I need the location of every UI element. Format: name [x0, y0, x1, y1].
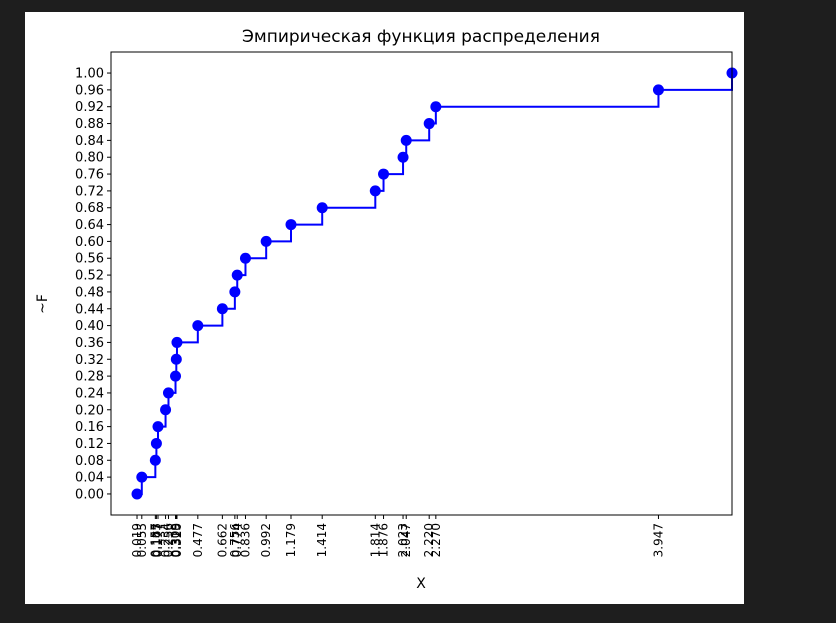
y-axis-ticks: 0.000.04 0.08 0.12 0.16 0.20 0.240.28 0.32 0.36…: [75, 67, 111, 502]
data-point: [216, 303, 228, 315]
chart-title: Эмпирическая функция распределения: [242, 27, 600, 47]
y-tick-label: 0.68: [75, 201, 104, 216]
data-point: [192, 320, 204, 332]
y-tick-label: 0.96: [75, 83, 104, 98]
y-tick-label: 0.52: [75, 269, 104, 284]
x-tick-label: 0.165: [149, 523, 163, 557]
x-tick-label: 0.756: [228, 523, 242, 557]
y-tick-label: 0.44: [75, 302, 104, 317]
data-point: [423, 118, 435, 130]
x-tick-label: 0.992: [259, 523, 273, 557]
figure: Эмпирическая функция распределения X ~F …: [25, 12, 744, 604]
x-tick-label: 1.876: [377, 523, 391, 557]
x-tick-label: 0.055: [135, 523, 149, 557]
data-point: [316, 202, 328, 214]
y-tick-label: 0.84: [75, 134, 104, 149]
data-point: [131, 488, 143, 500]
y-tick-label: 0.20: [75, 403, 104, 418]
data-point: [162, 387, 174, 399]
y-tick-label: 0.48: [75, 285, 104, 300]
y-tick-label: 0.76: [75, 168, 104, 183]
x-tick-label: 0.157: [148, 523, 162, 557]
y-tick-label: 0.00: [75, 487, 104, 502]
y-tick-label: 0.64: [75, 218, 104, 233]
plot-frame: [110, 51, 733, 516]
data-point: [652, 84, 664, 96]
data-point: [231, 269, 243, 281]
x-tick-label: 3.947: [651, 523, 665, 557]
x-tick-label: 2.270: [429, 523, 443, 557]
x-tick-label: 0.256: [161, 523, 175, 557]
chart-marks: [131, 67, 738, 500]
data-point: [149, 454, 161, 466]
y-tick-label: 0.92: [75, 100, 104, 115]
data-point: [150, 437, 162, 449]
x-tick-label: 2.047: [399, 523, 413, 557]
data-point: [285, 219, 297, 231]
y-tick-label: 0.40: [75, 319, 104, 334]
x-tick-label: 1.414: [315, 523, 329, 557]
data-point: [171, 336, 183, 348]
data-point: [239, 252, 251, 264]
data-point: [260, 235, 272, 247]
x-tick-label: 1.179: [284, 523, 298, 557]
y-tick-label: 1.00: [75, 67, 104, 82]
x-tick-label: 2.220: [422, 523, 436, 557]
data-point: [378, 168, 390, 180]
y-tick-label: 0.12: [75, 437, 104, 452]
x-tick-label: 0.019: [130, 523, 144, 557]
y-tick-label: 0.32: [75, 353, 104, 368]
y-tick-label: 0.04: [75, 471, 104, 486]
x-tick-label: 0.477: [191, 523, 205, 557]
ecdf-chart: Эмпирическая функция распределения X ~F …: [35, 27, 738, 592]
y-tick-label: 0.08: [75, 454, 104, 469]
y-tick-label: 0.80: [75, 151, 104, 166]
data-point: [152, 421, 164, 433]
data-point: [170, 370, 182, 382]
x-tick-label: 0.234: [159, 523, 173, 557]
y-tick-label: 0.60: [75, 235, 104, 250]
x-tick-label: 0.662: [215, 523, 229, 557]
x-tick-label: 0.836: [238, 523, 252, 557]
x-tick-label: 0.315: [169, 523, 183, 557]
data-point: [369, 185, 381, 197]
ecdf-step-line: [137, 73, 733, 495]
y-tick-label: 0.72: [75, 184, 104, 199]
x-tick-label: 1.814: [368, 523, 382, 557]
x-tick-label: 2.023: [396, 523, 410, 557]
x-tick-label: 0.774: [230, 523, 244, 557]
x-tick-label: 0.309: [169, 523, 183, 557]
data-point: [430, 101, 442, 113]
data-point: [160, 404, 172, 416]
data-point: [229, 286, 241, 298]
x-axis-label: X: [416, 576, 426, 592]
data-point: [397, 151, 409, 163]
data-point: [170, 353, 182, 365]
y-tick-label: 0.16: [75, 420, 104, 435]
y-tick-label: 0.28: [75, 370, 104, 385]
data-point: [136, 471, 148, 483]
x-tick-label: 0.177: [151, 523, 165, 557]
data-point: [400, 134, 412, 146]
y-tick-label: 0.56: [75, 252, 104, 267]
x-tick-label: 0.320: [170, 523, 184, 557]
y-axis-label: ~F: [35, 294, 51, 314]
y-tick-label: 0.36: [75, 336, 104, 351]
y-tick-label: 0.88: [75, 117, 104, 132]
y-tick-label: 0.24: [75, 386, 104, 401]
